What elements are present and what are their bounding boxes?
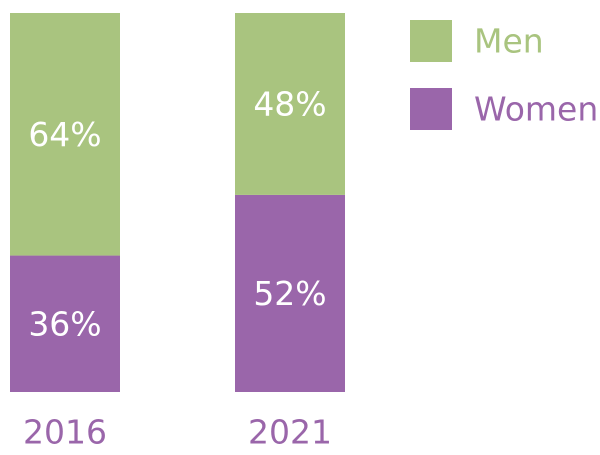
category-labels-group: 2016 2021	[23, 413, 332, 452]
legend-swatch-men	[410, 20, 452, 62]
data-label-women-2016: 36%	[28, 304, 101, 343]
data-label-men-2016: 64%	[28, 115, 101, 154]
data-label-women-2021: 52%	[253, 274, 326, 313]
legend-label-men: Men	[474, 22, 544, 61]
bar-segment-women-2016	[10, 255, 120, 392]
bar-segment-men-2016	[10, 13, 120, 256]
legend-swatch-women	[410, 88, 452, 130]
category-label-2016: 2016	[23, 413, 107, 452]
category-label-2021: 2021	[248, 413, 332, 452]
bar-segment-women-2021	[235, 194, 345, 392]
segment-labels-group: 36% 64% 52% 48%	[28, 84, 326, 343]
legend-label-women: Women	[474, 90, 598, 129]
bar-segment-men-2021	[235, 13, 345, 195]
bars-group	[10, 13, 345, 392]
data-label-men-2021: 48%	[253, 84, 326, 123]
legend: Men Women	[410, 20, 598, 130]
